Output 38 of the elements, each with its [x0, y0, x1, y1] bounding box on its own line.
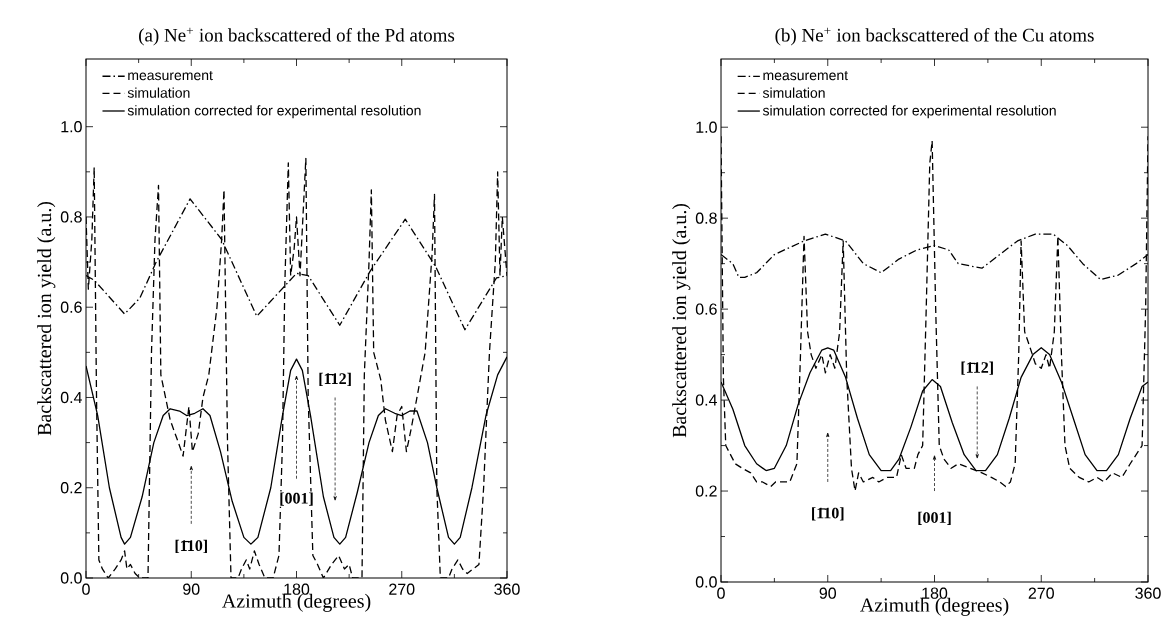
x-tick-label: 270 [1028, 587, 1054, 599]
x-tick-label: 180 [284, 583, 310, 595]
y-tick-label: 0.8 [60, 211, 82, 223]
y-tick-label: 0.6 [60, 301, 82, 313]
x-tick-label: 270 [389, 583, 415, 595]
y-tick-label: 0.2 [695, 485, 717, 497]
y-tick-label: 0.6 [695, 303, 717, 315]
legend-label: simulation [762, 87, 825, 98]
y-tick-label: 0.4 [60, 391, 82, 404]
annotation: [1̄10] [175, 539, 207, 554]
legend-label: measurement [763, 71, 848, 81]
annotation: [1̄12] [319, 372, 351, 387]
chart-title: (a) Ne$^{+}$ ion backscattered of the Pd atoms [139, 27, 455, 46]
y-tick-label: 1.0 [61, 121, 82, 133]
x-tick-label: 90 [183, 583, 200, 595]
y-tick-label: 1.0 [696, 121, 717, 133]
y-tick-label: 0.0 [60, 572, 82, 584]
y-axis-title: Backscattered ion yield (a.u.) [37, 201, 56, 436]
x-tick-label: 360 [494, 583, 520, 595]
annotation: [001] [280, 492, 313, 506]
chart-title: (b) Ne$^{+}$ ion backscattered of the Cu atoms [775, 27, 1094, 46]
y-tick-label: 0.2 [60, 482, 82, 494]
x-tick-label: 0 [82, 583, 90, 595]
x-tick-label: 90 [819, 587, 837, 599]
y-tick-label: 0.8 [695, 212, 717, 224]
x-tick-label: 180 [922, 587, 948, 599]
x-tick-label: 360 [1135, 587, 1161, 599]
x-tick-label: 0 [717, 587, 725, 599]
annotation: [1̄10] [812, 507, 844, 521]
legend-label: simulation corrected for experimental resolution [127, 105, 421, 119]
y-axis-title: Backscattered ion yield (a.u.) [672, 203, 691, 438]
y-tick-label: 0.4 [695, 394, 717, 406]
legend-label: simulation [127, 87, 190, 98]
legend-label: measurement [128, 70, 213, 81]
y-tick-label: 0.0 [695, 576, 717, 588]
annotation: [1̄12] [961, 361, 993, 375]
legend-label: simulation corrected for experimental resolution [762, 105, 1056, 119]
annotation: [001] [918, 511, 951, 525]
